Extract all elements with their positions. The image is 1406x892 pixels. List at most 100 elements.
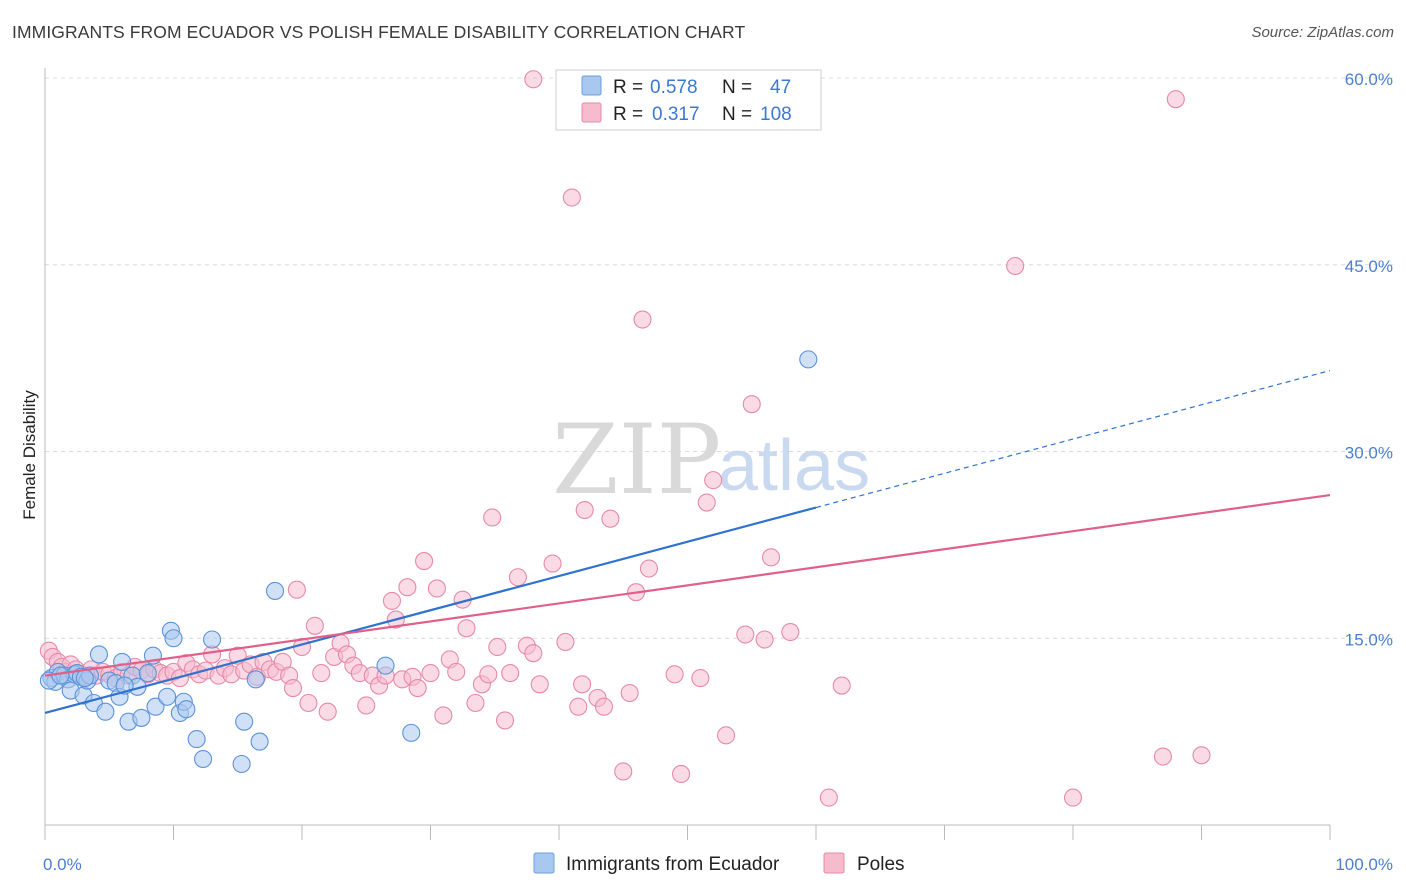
point-ecuador: [376, 656, 395, 675]
point-ecuador: [799, 350, 818, 369]
point-poles: [639, 559, 659, 578]
point-ecuador: [138, 664, 157, 683]
point-poles: [761, 548, 781, 567]
point-poles: [569, 697, 588, 716]
point-poles: [556, 632, 575, 652]
point-ecuador: [250, 732, 269, 751]
y-tick-label: 45.0%: [1345, 257, 1393, 276]
y-tick-label: 15.0%: [1345, 630, 1393, 649]
point-poles: [524, 70, 543, 89]
point-poles: [672, 764, 691, 784]
point-poles: [305, 616, 324, 635]
point-ecuador: [51, 666, 70, 685]
point-poles: [543, 554, 562, 573]
point-ecuador: [194, 749, 213, 769]
y-tick-label: 30.0%: [1345, 444, 1393, 463]
bottom-legend-label-ecuador: Immigrants from Ecuador: [566, 854, 780, 875]
point-ecuador: [89, 645, 109, 664]
point-ecuador: [146, 697, 165, 716]
bottom-legend-label-poles: Poles: [857, 854, 905, 875]
trend-line-ecuador-projection: [815, 369, 1331, 509]
watermark: ZIP atlas: [552, 404, 870, 516]
point-poles: [691, 669, 710, 688]
legend-n-value-ecuador: 47: [770, 77, 791, 98]
legend-r-label-ecuador: R =: [613, 77, 643, 98]
bottom-legend-swatch-ecuador: [533, 852, 555, 874]
point-ecuador: [132, 708, 151, 727]
point-ecuador: [265, 581, 285, 600]
point-poles: [819, 788, 838, 807]
point-poles: [742, 395, 761, 414]
legend-swatch-poles: [581, 102, 602, 123]
trend-lines: [44, 369, 1331, 715]
point-ecuador: [177, 700, 196, 719]
point-poles: [299, 693, 318, 713]
point-poles: [427, 579, 446, 598]
point-poles: [530, 675, 549, 694]
point-poles: [357, 696, 376, 715]
chart-source: Source: ZipAtlas.com: [1251, 24, 1394, 41]
point-poles: [495, 711, 515, 730]
legend-n-label-poles: N =: [722, 104, 752, 125]
point-poles: [573, 675, 592, 694]
legend-n-value-poles: 108: [760, 104, 792, 125]
point-poles: [447, 662, 466, 681]
point-poles: [488, 637, 507, 657]
axes: [44, 68, 1331, 840]
data-points: [39, 70, 1211, 807]
point-ecuador: [158, 687, 177, 706]
point-poles: [620, 683, 639, 703]
point-poles: [755, 630, 774, 649]
point-poles: [601, 509, 620, 528]
point-poles: [781, 622, 800, 642]
bottom-legend: Immigrants from Ecuador Poles: [533, 852, 905, 875]
point-poles: [704, 471, 723, 490]
point-poles: [1153, 747, 1172, 766]
point-poles: [736, 625, 755, 644]
point-poles: [312, 664, 331, 683]
point-poles: [283, 678, 303, 698]
legend-swatch-ecuador: [581, 75, 602, 96]
point-poles: [575, 500, 594, 520]
x-tick-labels: 0.0% 100.0%: [43, 855, 1393, 874]
point-poles: [318, 702, 337, 721]
point-ecuador: [96, 702, 115, 721]
trend-line-ecuador: [44, 506, 817, 715]
point-ecuador: [75, 669, 94, 688]
point-poles: [408, 678, 427, 698]
legend-r-label-poles: R =: [613, 104, 643, 125]
legend-r-value-ecuador: 0.578: [650, 77, 698, 98]
point-poles: [665, 665, 684, 684]
point-poles: [1166, 90, 1185, 109]
point-poles: [1192, 746, 1211, 765]
point-poles: [633, 310, 652, 329]
point-poles: [382, 591, 402, 610]
y-tick-labels: 15.0% 30.0% 45.0% 60.0%: [1345, 70, 1393, 649]
x-tick-label-end: 100.0%: [1335, 855, 1393, 874]
bottom-legend-swatch-poles: [823, 852, 845, 874]
point-poles: [697, 493, 716, 512]
point-poles: [415, 552, 434, 571]
point-poles: [508, 568, 527, 587]
point-ecuador: [235, 712, 254, 731]
point-ecuador: [246, 670, 265, 689]
point-ecuador: [187, 730, 206, 749]
x-tick-label-start: 0.0%: [43, 855, 82, 874]
point-poles: [614, 762, 633, 781]
trend-line-poles: [44, 493, 1331, 677]
gridlines: [45, 77, 1393, 639]
y-axis-label: Female Disability: [20, 390, 39, 520]
point-poles: [832, 676, 851, 695]
point-poles: [421, 664, 440, 683]
legend-r-value-poles: 0.317: [652, 104, 700, 125]
point-poles: [1063, 788, 1083, 807]
point-poles: [483, 508, 502, 527]
point-poles: [1006, 256, 1025, 276]
y-tick-label: 60.0%: [1345, 70, 1393, 89]
point-poles: [501, 664, 520, 683]
point-ecuador: [232, 754, 251, 774]
point-poles: [457, 619, 476, 638]
point-poles: [716, 726, 736, 745]
point-poles: [479, 665, 498, 684]
